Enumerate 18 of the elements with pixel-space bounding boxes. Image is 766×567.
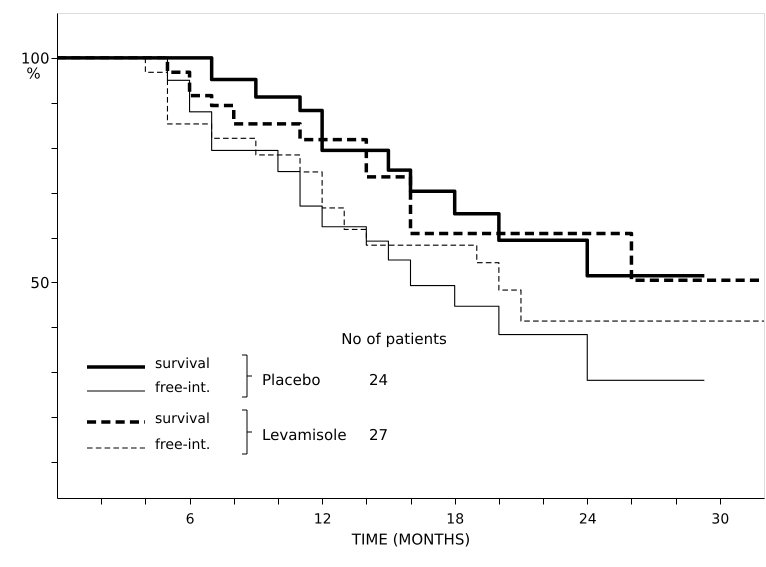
annotation: Levamisole <box>262 426 347 444</box>
annotation: No of patients <box>341 330 447 348</box>
y-axis-title: % <box>26 64 41 82</box>
y-tick-label: 50 <box>30 274 50 292</box>
annotation: 24 <box>369 371 388 389</box>
x-tick-label: 18 <box>446 512 464 528</box>
x-tick-label: 24 <box>578 512 597 528</box>
legend-label: survival <box>155 356 210 372</box>
annotation: Placebo <box>262 371 321 389</box>
legend-label: survival <box>155 411 210 427</box>
x-tick-label: 6 <box>186 512 195 528</box>
legend-label: free-int. <box>155 437 210 453</box>
annotation: 27 <box>369 426 388 444</box>
y-tick-label: 100 <box>20 49 50 68</box>
x-tick-label: 12 <box>314 512 332 528</box>
x-tick-label: 30 <box>711 512 730 528</box>
x-axis-title: TIME (MONTHS) <box>350 530 470 548</box>
legend-label: free-int. <box>155 380 210 396</box>
